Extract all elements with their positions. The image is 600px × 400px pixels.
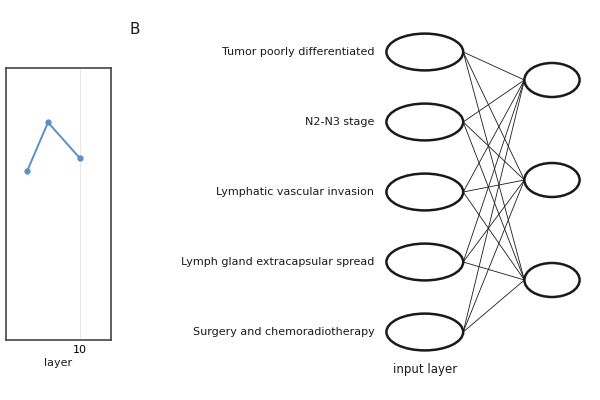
Text: N2-N3 stage: N2-N3 stage: [305, 117, 374, 127]
Ellipse shape: [524, 163, 580, 197]
Ellipse shape: [386, 244, 463, 280]
Text: input layer: input layer: [392, 364, 457, 376]
Ellipse shape: [524, 263, 580, 297]
Text: B: B: [130, 22, 140, 37]
X-axis label: layer: layer: [44, 358, 73, 368]
Ellipse shape: [386, 104, 463, 140]
Text: Tumor poorly differentiated: Tumor poorly differentiated: [222, 47, 374, 57]
Ellipse shape: [386, 174, 463, 210]
Text: Lymph gland extracapsular spread: Lymph gland extracapsular spread: [181, 257, 374, 267]
Text: Surgery and chemoradiotherapy: Surgery and chemoradiotherapy: [193, 327, 374, 337]
Ellipse shape: [524, 63, 580, 97]
Text: Lymphatic vascular invasion: Lymphatic vascular invasion: [217, 187, 374, 197]
Ellipse shape: [386, 34, 463, 70]
Ellipse shape: [386, 314, 463, 350]
